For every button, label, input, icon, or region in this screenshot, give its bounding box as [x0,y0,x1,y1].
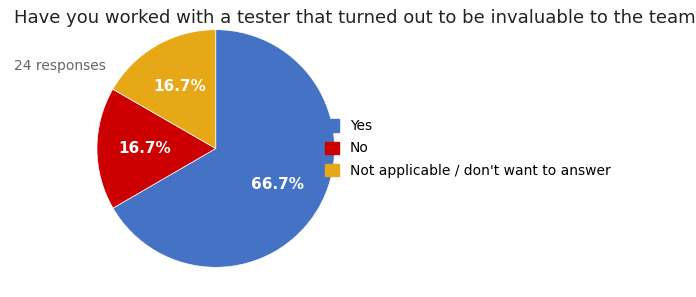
Legend: Yes, No, Not applicable / don't want to answer: Yes, No, Not applicable / don't want to … [318,112,617,185]
Wedge shape [97,89,216,208]
Text: Have you worked with a tester that turned out to be invaluable to the team?: Have you worked with a tester that turne… [14,9,696,27]
Text: 16.7%: 16.7% [154,79,207,94]
Text: 24 responses: 24 responses [14,59,106,73]
Text: 66.7%: 66.7% [251,177,304,192]
Text: 16.7%: 16.7% [118,141,171,156]
Wedge shape [113,30,216,148]
Wedge shape [113,30,335,267]
